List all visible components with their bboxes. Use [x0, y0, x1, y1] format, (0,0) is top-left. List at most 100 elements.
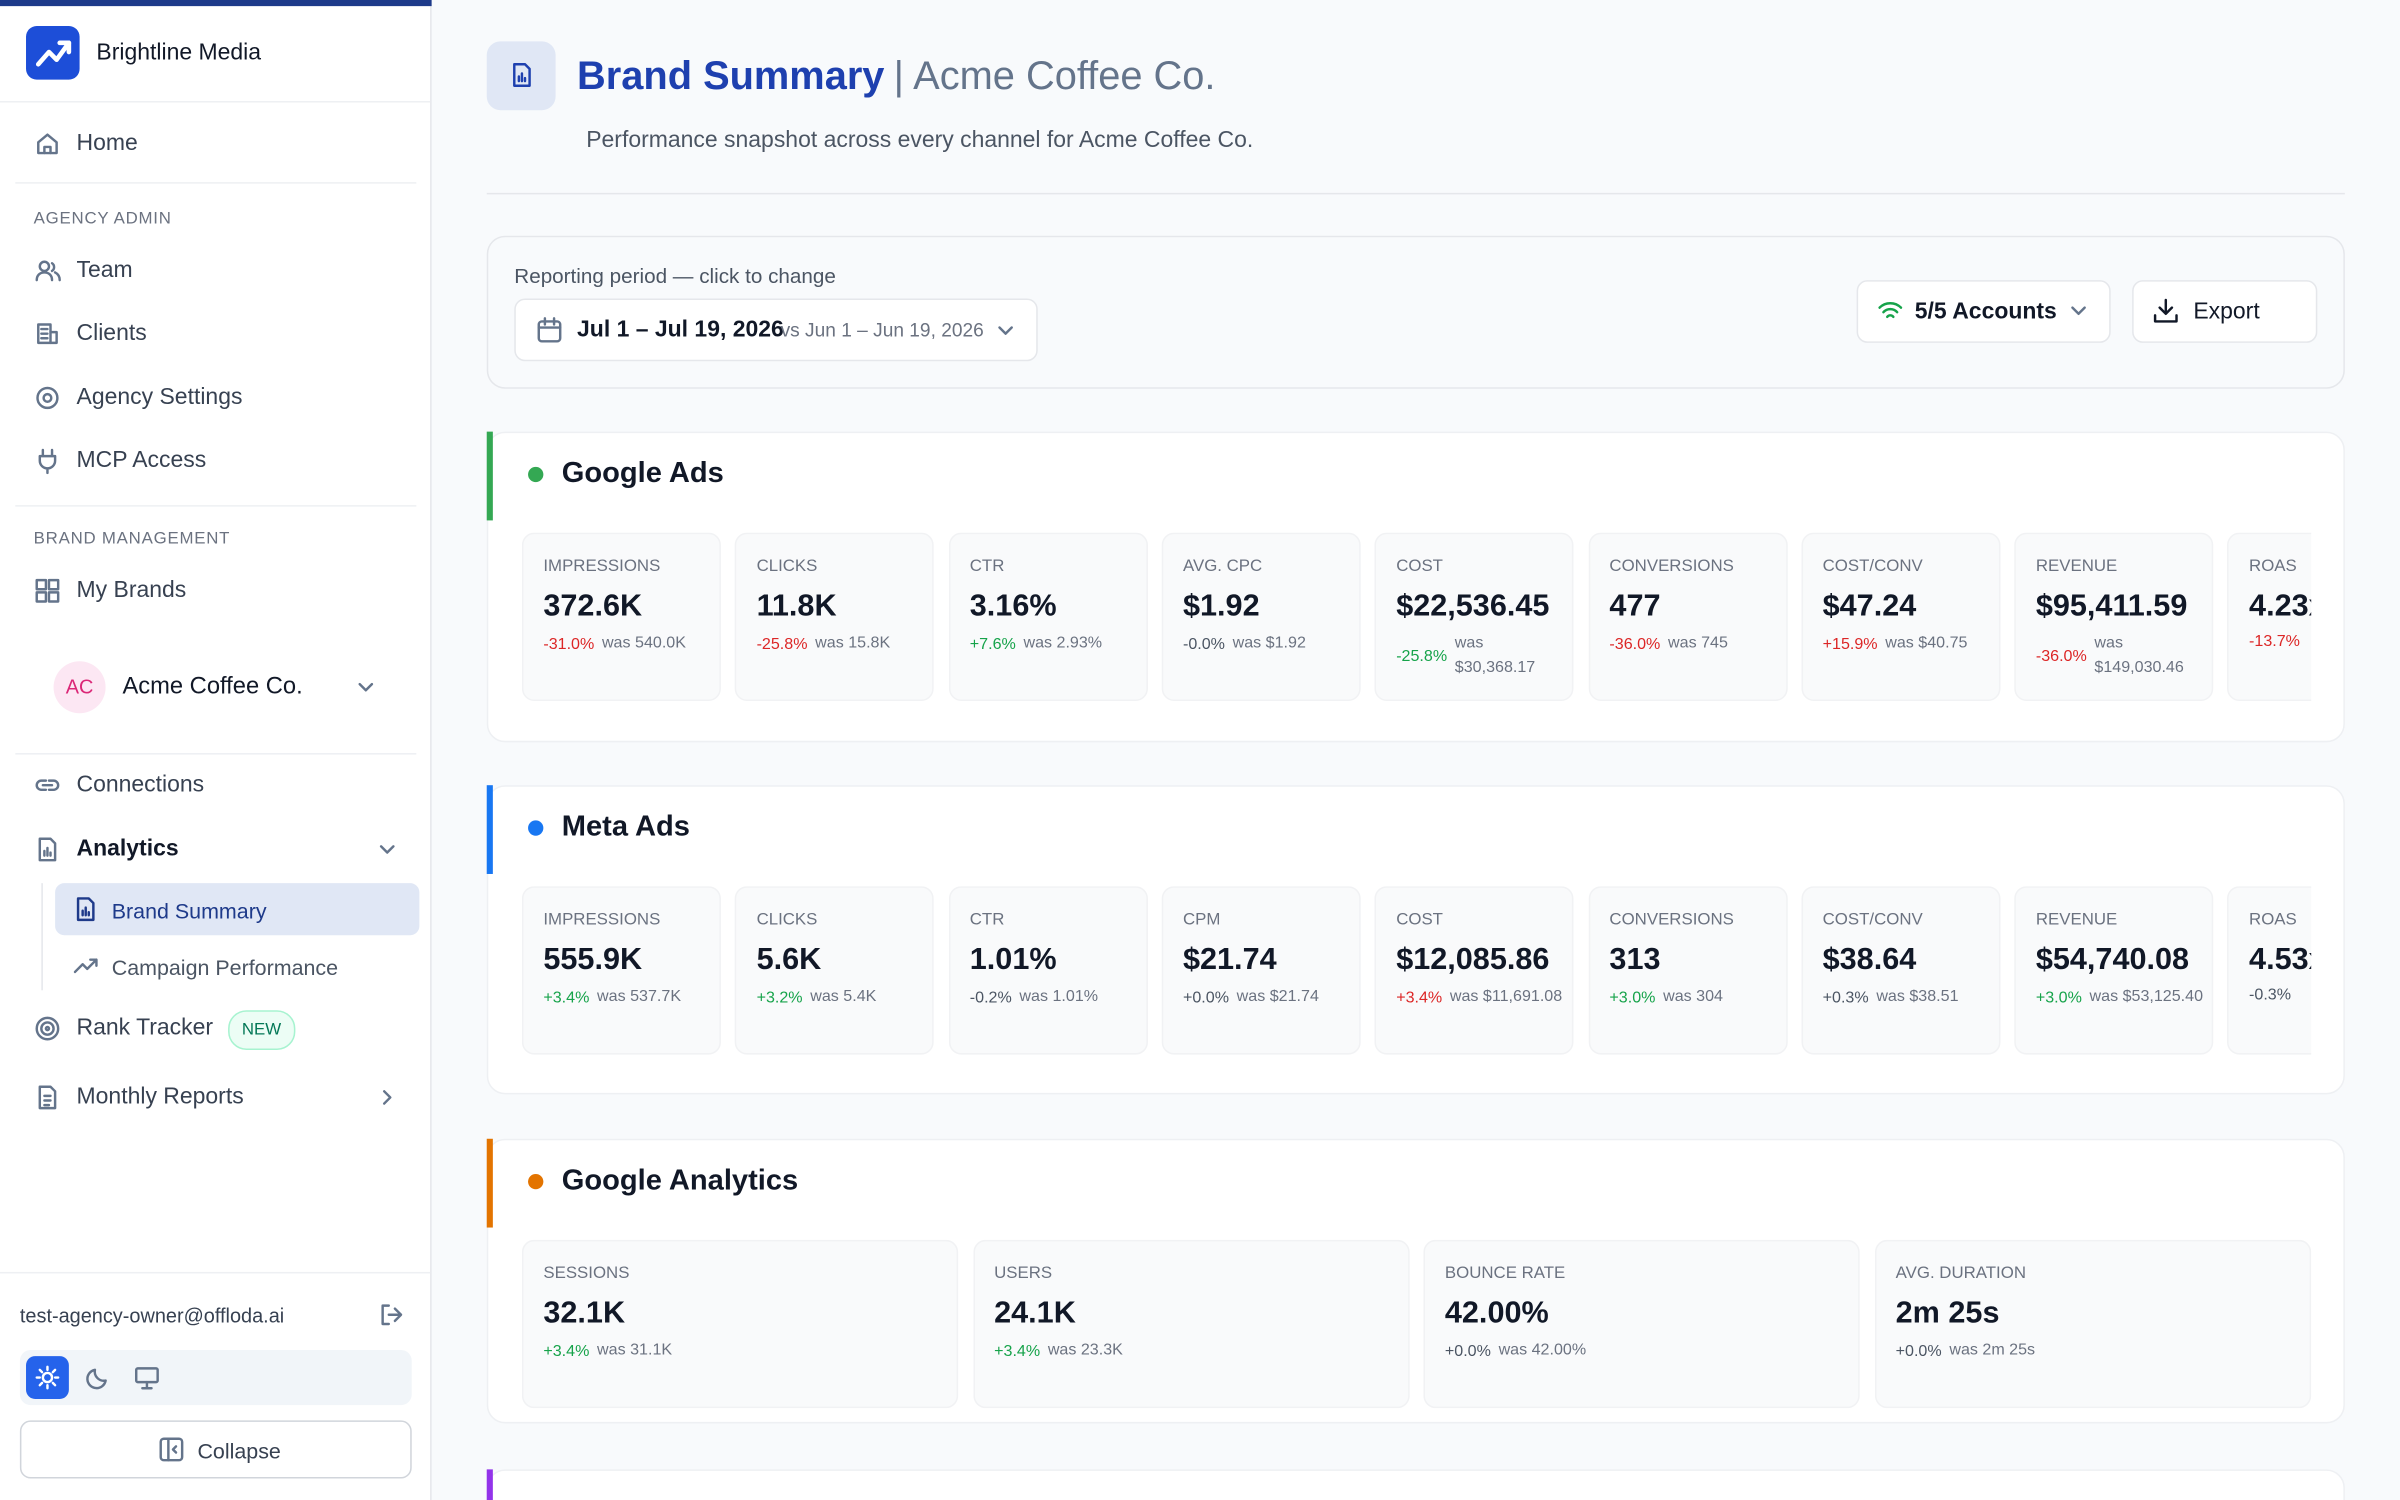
metric-was: was $11,691.08	[1449, 987, 1563, 1006]
metric-was: was $1.92	[1232, 633, 1306, 653]
metric-delta: +0.0% was 42.00%	[1445, 1339, 1854, 1363]
icon	[133, 1364, 161, 1392]
icon	[158, 1436, 186, 1464]
metric-value: 1.01%	[969, 942, 1057, 977]
nav-item[interactable]: Agency Settings	[76, 384, 243, 411]
metric-change: +7.6%	[969, 635, 1016, 654]
metric-change: -0.0%	[1182, 635, 1225, 654]
accounts-label[interactable]: 5/5 Accounts	[1914, 298, 2057, 325]
title-separator: |	[893, 52, 904, 98]
metric-change: +3.4%	[543, 1342, 590, 1361]
nav-item[interactable]: Rank Tracker	[76, 1014, 214, 1041]
section-accent	[486, 785, 493, 874]
metric-delta: -0.3%	[2249, 986, 2311, 1004]
compare-range: vs Jun 1 – Jun 19, 2026	[780, 319, 984, 342]
metric-was: was $149,030.46	[2094, 633, 2184, 677]
nav-item[interactable]: Monthly Reports	[76, 1083, 244, 1110]
metric-change: +3.4%	[543, 988, 590, 1007]
metric-delta: -31.0% was 540.0K	[543, 632, 714, 656]
metric-label: IMPRESSIONS	[543, 910, 661, 930]
section-dot	[528, 466, 544, 483]
user-email: test-agency-owner@offloda.ai	[19, 1304, 285, 1328]
section-title: Google Analytics	[561, 1164, 799, 1197]
section-accent	[486, 1469, 493, 1500]
metric-was: was $53,125.40	[2089, 987, 2204, 1006]
divider	[15, 182, 417, 184]
metric-label: ROAS	[2249, 557, 2297, 576]
date-range: Jul 1 – Jul 19, 2026	[577, 316, 784, 343]
nav-item[interactable]: Analytics	[76, 835, 179, 862]
icon	[352, 673, 380, 701]
org-name: Brightline Media	[96, 39, 262, 66]
date-picker[interactable]	[514, 298, 1038, 362]
nav-item[interactable]: Clients	[76, 319, 147, 346]
metric-was: was 31.1K	[597, 1340, 673, 1360]
metric-label: CTR	[969, 557, 1005, 576]
metric-value: $22,536.45	[1396, 589, 1550, 623]
metric-delta: -0.2% was 1.01%	[970, 986, 1141, 1010]
metric-label: CONVERSIONS	[1609, 557, 1734, 576]
metric-label: REVENUE	[2035, 910, 2118, 930]
metric-change: -25.8%	[1396, 647, 1448, 666]
metric-change: +0.0%	[1895, 1342, 1942, 1361]
metric-was: was 15.8K	[815, 633, 891, 653]
collapse-label[interactable]: Collapse	[197, 1438, 281, 1464]
metric-was: was $30,368.17	[1454, 633, 1536, 677]
nav-item[interactable]: Team	[76, 257, 133, 284]
metric-change: -0.2%	[969, 988, 1012, 1007]
export-label[interactable]: Export	[2193, 298, 2260, 325]
metric-card: CTR 3.16% +7.6% was 2.93%	[948, 532, 1148, 702]
theme-active[interactable]	[26, 1356, 69, 1399]
metric-change: -13.7%	[2249, 632, 2300, 651]
divider	[486, 192, 2345, 195]
metric-value: 372.6K	[543, 589, 643, 623]
metric-delta: -25.8% was $30,368.17	[1396, 632, 1567, 680]
icon	[34, 771, 62, 799]
metric-value: 24.1K	[994, 1296, 1076, 1331]
nav-item[interactable]: My Brands	[76, 577, 187, 604]
nav-item[interactable]: Connections	[76, 771, 205, 798]
metric-delta: +3.4% was 23.3K	[994, 1339, 1403, 1363]
metric-delta: +3.0% was $53,125.40	[2036, 986, 2207, 1010]
accounts-button[interactable]	[1856, 280, 2111, 343]
icon	[34, 384, 62, 412]
metric-card: CLICKS 5.6K +3.2% was 5.4K	[735, 886, 935, 1055]
sub-nav-item[interactable]: Brand Summary	[111, 898, 267, 923]
metric-card: COST $12,085.86 +3.4% was $11,691.08	[1374, 886, 1574, 1055]
metric-card: CPM $21.74 +0.0% was $21.74	[1161, 886, 1361, 1055]
icon	[34, 1084, 62, 1112]
nav-item[interactable]: MCP Access	[76, 446, 207, 473]
metric-value: 313	[1609, 942, 1661, 977]
icon	[34, 320, 62, 348]
collapse-button[interactable]	[19, 1420, 412, 1479]
divider	[0, 101, 431, 103]
metric-delta: +3.2% was 5.4K	[757, 986, 928, 1010]
metric-was: was 23.3K	[1047, 1340, 1123, 1360]
nav-item[interactable]: Home	[76, 130, 138, 157]
brand-name[interactable]: Acme Coffee Co.	[122, 673, 303, 700]
metric-was: was $40.75	[1885, 633, 1968, 653]
metric-card: CLICKS 11.8K -25.8% was 15.8K	[735, 532, 935, 702]
metric-value: 3.16%	[969, 589, 1057, 623]
logo	[26, 26, 80, 80]
section-card	[486, 1469, 2345, 1500]
sub-nav-item[interactable]: Campaign Performance	[111, 955, 339, 980]
metric-card: CONVERSIONS 313 +3.0% was 304	[1587, 886, 1787, 1055]
icon	[72, 895, 100, 923]
metric-card: SESSIONS 32.1K +3.4% was 31.1K	[521, 1239, 959, 1409]
metric-row: IMPRESSIONS 555.9K +3.4% was 537.7K CLICKS 5.…	[521, 886, 2312, 1057]
metric-delta: -0.0% was $1.92	[1183, 632, 1354, 656]
metric-was: was 745	[1668, 633, 1728, 653]
metric-card: IMPRESSIONS 372.6K -31.0% was 540.0K	[521, 532, 721, 702]
icon	[34, 836, 62, 864]
metric-value: $38.64	[1822, 942, 1917, 977]
icon	[34, 447, 62, 475]
metric-value: $47.24	[1822, 589, 1917, 623]
metric-change: -0.3%	[2249, 985, 2292, 1005]
metric-was: was 2.93%	[1023, 633, 1103, 653]
metric-change: +0.3%	[1822, 988, 1869, 1007]
top-accent	[0, 0, 432, 7]
metric-value: $1.92	[1182, 589, 1260, 623]
metric-label: COST	[1396, 557, 1443, 576]
page-title: Brand Summary | Acme Coffee Co.	[577, 52, 1215, 99]
